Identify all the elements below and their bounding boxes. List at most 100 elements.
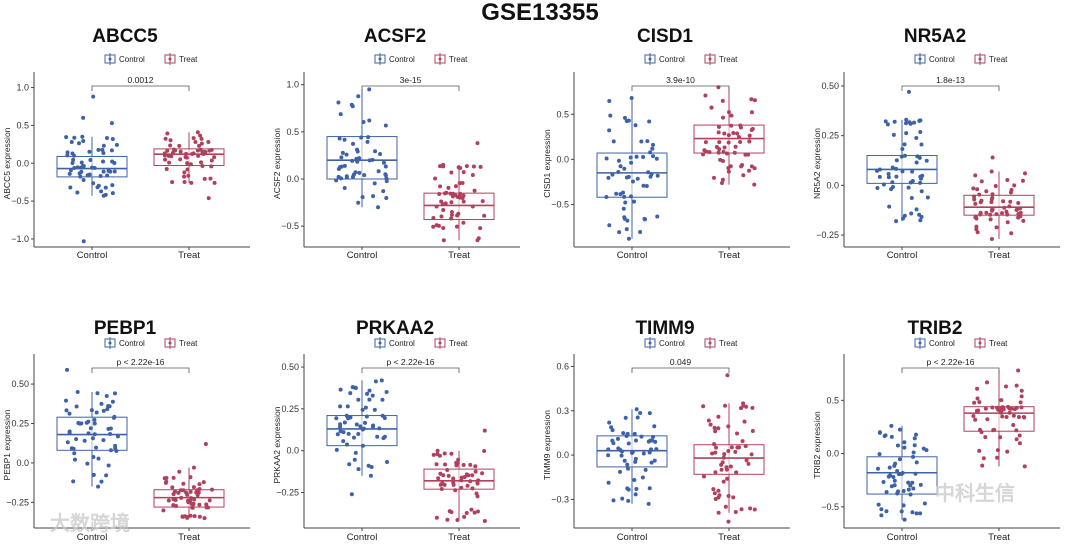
data-point xyxy=(716,488,721,493)
data-point xyxy=(435,448,440,453)
data-point xyxy=(889,484,894,489)
data-point xyxy=(633,459,638,464)
data-point xyxy=(358,424,363,429)
data-point xyxy=(192,514,197,519)
panel-title: PEBP1 xyxy=(94,318,157,339)
data-point xyxy=(653,439,658,444)
data-point xyxy=(971,186,976,191)
data-point xyxy=(707,150,712,155)
data-point xyxy=(441,226,446,231)
data-point xyxy=(983,406,988,411)
legend-item-control: Control xyxy=(644,53,685,65)
data-point xyxy=(182,514,187,519)
significance-bracket xyxy=(361,367,460,373)
data-point xyxy=(449,451,454,456)
data-point xyxy=(355,147,360,152)
data-point xyxy=(101,159,106,164)
data-point xyxy=(639,139,644,144)
data-point xyxy=(468,462,473,467)
data-point xyxy=(906,185,911,190)
data-point xyxy=(614,191,619,196)
data-point xyxy=(110,399,115,404)
data-point xyxy=(163,136,168,141)
data-point xyxy=(112,169,117,174)
box-control xyxy=(866,423,938,522)
legend-label: Control xyxy=(389,55,415,64)
y-tick-label: 0.5 xyxy=(286,127,299,137)
data-point xyxy=(448,191,453,196)
data-point xyxy=(346,416,351,421)
data-point xyxy=(977,192,982,197)
data-point xyxy=(451,480,456,485)
x-tick-label: Treat xyxy=(178,250,200,261)
data-point xyxy=(434,462,439,467)
box-control xyxy=(326,378,398,497)
data-point xyxy=(721,115,726,120)
data-point xyxy=(638,411,643,416)
data-point xyxy=(720,158,725,163)
data-point xyxy=(720,181,725,186)
data-point xyxy=(108,169,113,174)
data-point xyxy=(752,507,757,512)
data-point xyxy=(445,467,450,472)
data-point xyxy=(455,195,460,200)
data-point xyxy=(436,476,441,481)
data-point xyxy=(342,163,347,168)
data-point xyxy=(482,428,487,433)
panel-title: ABCC5 xyxy=(92,26,158,47)
data-point xyxy=(649,447,654,452)
data-point xyxy=(209,164,214,169)
data-point xyxy=(101,150,106,155)
data-point xyxy=(453,184,458,189)
data-point xyxy=(207,498,212,503)
data-point xyxy=(901,488,906,493)
data-point xyxy=(728,464,733,469)
data-point xyxy=(651,142,656,147)
data-point xyxy=(106,426,111,431)
data-point xyxy=(906,487,911,492)
data-point xyxy=(170,180,175,185)
data-point xyxy=(480,199,485,204)
data-point xyxy=(107,404,112,409)
data-point xyxy=(346,431,351,436)
data-point xyxy=(112,414,117,419)
data-point xyxy=(917,212,922,217)
data-point xyxy=(995,455,1000,460)
legend-key-dot xyxy=(918,341,922,345)
data-point xyxy=(95,391,100,396)
data-point xyxy=(914,511,919,516)
data-point xyxy=(71,446,76,451)
data-point xyxy=(626,487,631,492)
p-value-label: p < 2.22e-16 xyxy=(387,357,435,367)
box-treat xyxy=(423,141,495,243)
data-point xyxy=(716,426,721,431)
data-point xyxy=(96,147,101,152)
data-point xyxy=(633,123,638,128)
data-point xyxy=(608,113,613,118)
data-point xyxy=(212,180,217,185)
data-point xyxy=(384,390,389,395)
data-point xyxy=(894,158,899,163)
data-point xyxy=(1011,413,1016,418)
data-point xyxy=(454,463,459,468)
data-point xyxy=(182,180,187,185)
data-point xyxy=(895,469,900,474)
data-point xyxy=(908,180,913,185)
data-point xyxy=(87,172,92,177)
data-point xyxy=(918,118,923,123)
data-point xyxy=(178,157,183,162)
data-point xyxy=(342,185,347,190)
data-point xyxy=(350,158,355,163)
data-point xyxy=(610,172,615,177)
data-point xyxy=(351,172,356,177)
data-point xyxy=(909,211,914,216)
data-point xyxy=(356,200,361,205)
data-point xyxy=(877,174,882,179)
data-point xyxy=(1019,388,1024,393)
data-point xyxy=(1014,383,1019,388)
data-point xyxy=(914,460,919,465)
data-point xyxy=(96,456,101,461)
data-point xyxy=(201,149,206,154)
data-point xyxy=(623,415,628,420)
